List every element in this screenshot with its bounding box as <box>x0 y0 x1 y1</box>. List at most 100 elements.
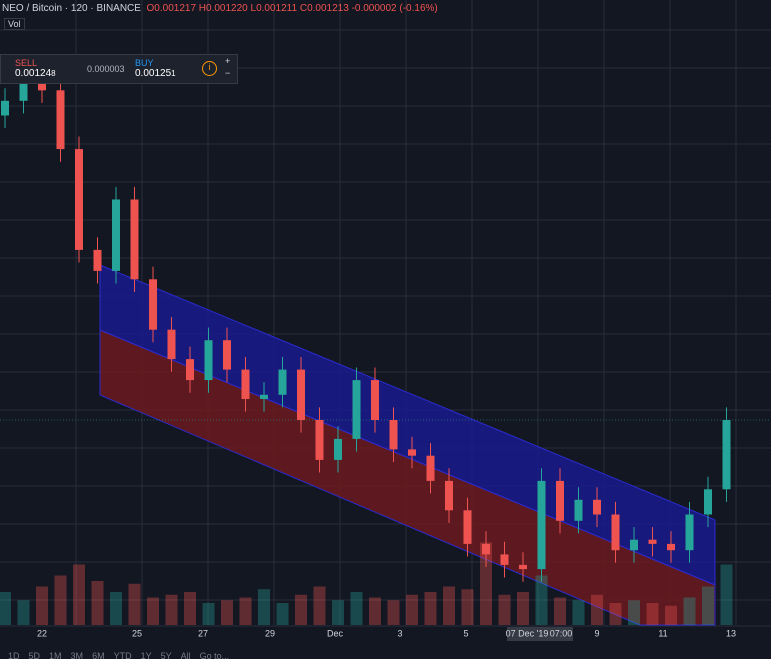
plus-button[interactable]: + <box>225 56 231 66</box>
candle-body <box>389 420 398 450</box>
buy-last: 1 <box>171 69 176 78</box>
header: NEO / Bitcoin · 120 · BINANCE O0.001217 … <box>2 3 438 14</box>
candle-body <box>648 539 657 544</box>
sell-price[interactable]: 0.001248 <box>15 68 56 79</box>
candle-body <box>130 199 139 280</box>
volume-bar <box>0 592 11 625</box>
buy-price[interactable]: 0.001251 <box>135 68 176 79</box>
candle-body <box>223 340 231 370</box>
x-tick-label: 9 <box>594 628 599 638</box>
crosshair-box <box>507 627 573 641</box>
candle-body <box>112 199 120 271</box>
candle-body <box>482 543 490 555</box>
volume-bar <box>313 586 326 625</box>
candle-body <box>519 564 527 570</box>
toolbar-button[interactable]: All <box>180 651 191 659</box>
x-tick-label: 13 <box>726 628 736 638</box>
buy-label[interactable]: BUY <box>135 58 154 68</box>
spread: 0.000003 <box>87 64 125 74</box>
toolbar-button[interactable]: 1D <box>8 651 20 659</box>
candle-body <box>611 514 620 551</box>
info-icon[interactable]: i <box>202 61 217 76</box>
candle-body <box>352 380 361 439</box>
change: -0.000002 (-0.16%) <box>351 3 438 14</box>
volume-bar <box>239 597 252 625</box>
candle-body <box>704 489 712 515</box>
candle-body <box>500 554 509 565</box>
candle-body <box>19 79 28 101</box>
l-label: L <box>250 3 257 14</box>
x-tick-label: Dec <box>327 628 344 638</box>
volume-bar <box>202 603 215 625</box>
candle-body <box>278 369 287 395</box>
l-value: 0.001211 <box>256 3 298 14</box>
candle-body <box>186 359 194 381</box>
candle-body <box>408 449 416 456</box>
c-label: C <box>299 3 308 14</box>
volume-bar <box>36 586 48 625</box>
toolbar-button[interactable]: 6M <box>92 651 105 659</box>
x-tick-label: 3 <box>397 628 402 638</box>
volume-bar <box>646 603 659 625</box>
candle-body <box>722 420 731 490</box>
toolbar-button[interactable]: 1M <box>49 651 62 659</box>
o-value: 0.001217 <box>154 3 197 14</box>
toolbar-button[interactable]: 3M <box>70 651 84 659</box>
volume-bar <box>535 575 548 625</box>
volume-bar <box>517 592 529 625</box>
candle-body <box>426 455 435 481</box>
candle-body <box>667 543 675 551</box>
volume-bar <box>221 600 233 625</box>
volume-bar <box>665 605 677 625</box>
candle-body <box>204 340 213 381</box>
toolbar: 1D 5D 1M 3M 6M YTD 1Y 5Y All Go to... <box>8 651 238 659</box>
candle-body <box>297 369 305 420</box>
toolbar-button[interactable]: YTD <box>113 651 132 659</box>
volume-bar <box>387 600 400 625</box>
candle-body <box>463 510 472 544</box>
candle-body <box>167 329 176 360</box>
candle-body <box>38 79 46 91</box>
toolbar-button[interactable]: 1Y <box>140 651 152 659</box>
volume-bar <box>369 597 381 625</box>
volume-bar <box>350 592 363 625</box>
volume-bar <box>332 600 344 625</box>
exchange: BINANCE <box>96 3 141 14</box>
x-tick-label: 25 <box>132 628 142 638</box>
volume-bar <box>443 586 455 625</box>
toolbar-button[interactable]: Go to... <box>199 651 230 659</box>
volume-bar <box>720 564 733 625</box>
candle-body <box>260 394 268 399</box>
volume-bar <box>572 600 585 625</box>
volume-bar <box>424 592 437 625</box>
symbol: NEO / Bitcoin <box>2 3 63 14</box>
volume-bar <box>258 589 270 625</box>
candle-body <box>685 514 694 551</box>
candle-body <box>75 149 83 250</box>
toolbar-button[interactable]: 5Y <box>160 651 172 659</box>
x-tick-label: 11 <box>658 628 667 638</box>
candle-body <box>630 539 638 551</box>
volume-bar <box>54 575 67 625</box>
crosshair-date: 07 Dec '19 <box>506 628 549 638</box>
volume-bar <box>128 583 141 625</box>
minus-button[interactable]: − <box>225 68 231 78</box>
toolbar-button[interactable]: 5D <box>28 651 41 659</box>
buy-main: 0.00125 <box>135 68 172 79</box>
volume-bar <box>609 603 622 625</box>
sell-label[interactable]: SELL <box>15 58 38 68</box>
volume-bar <box>73 564 85 625</box>
volume-bar <box>17 600 30 625</box>
crosshair-time: 07:00 <box>550 628 573 638</box>
candle-body <box>537 480 546 570</box>
volume-bar <box>702 586 714 625</box>
o-label: O <box>146 3 155 14</box>
c-value: 0.001213 <box>307 3 349 14</box>
volume-bar <box>480 542 492 625</box>
volume-bar <box>276 603 289 625</box>
sell-last: 8 <box>51 69 56 78</box>
x-tick-label: 22 <box>37 628 47 638</box>
vol-label[interactable]: Vol <box>4 18 25 30</box>
candle-body <box>93 249 102 271</box>
